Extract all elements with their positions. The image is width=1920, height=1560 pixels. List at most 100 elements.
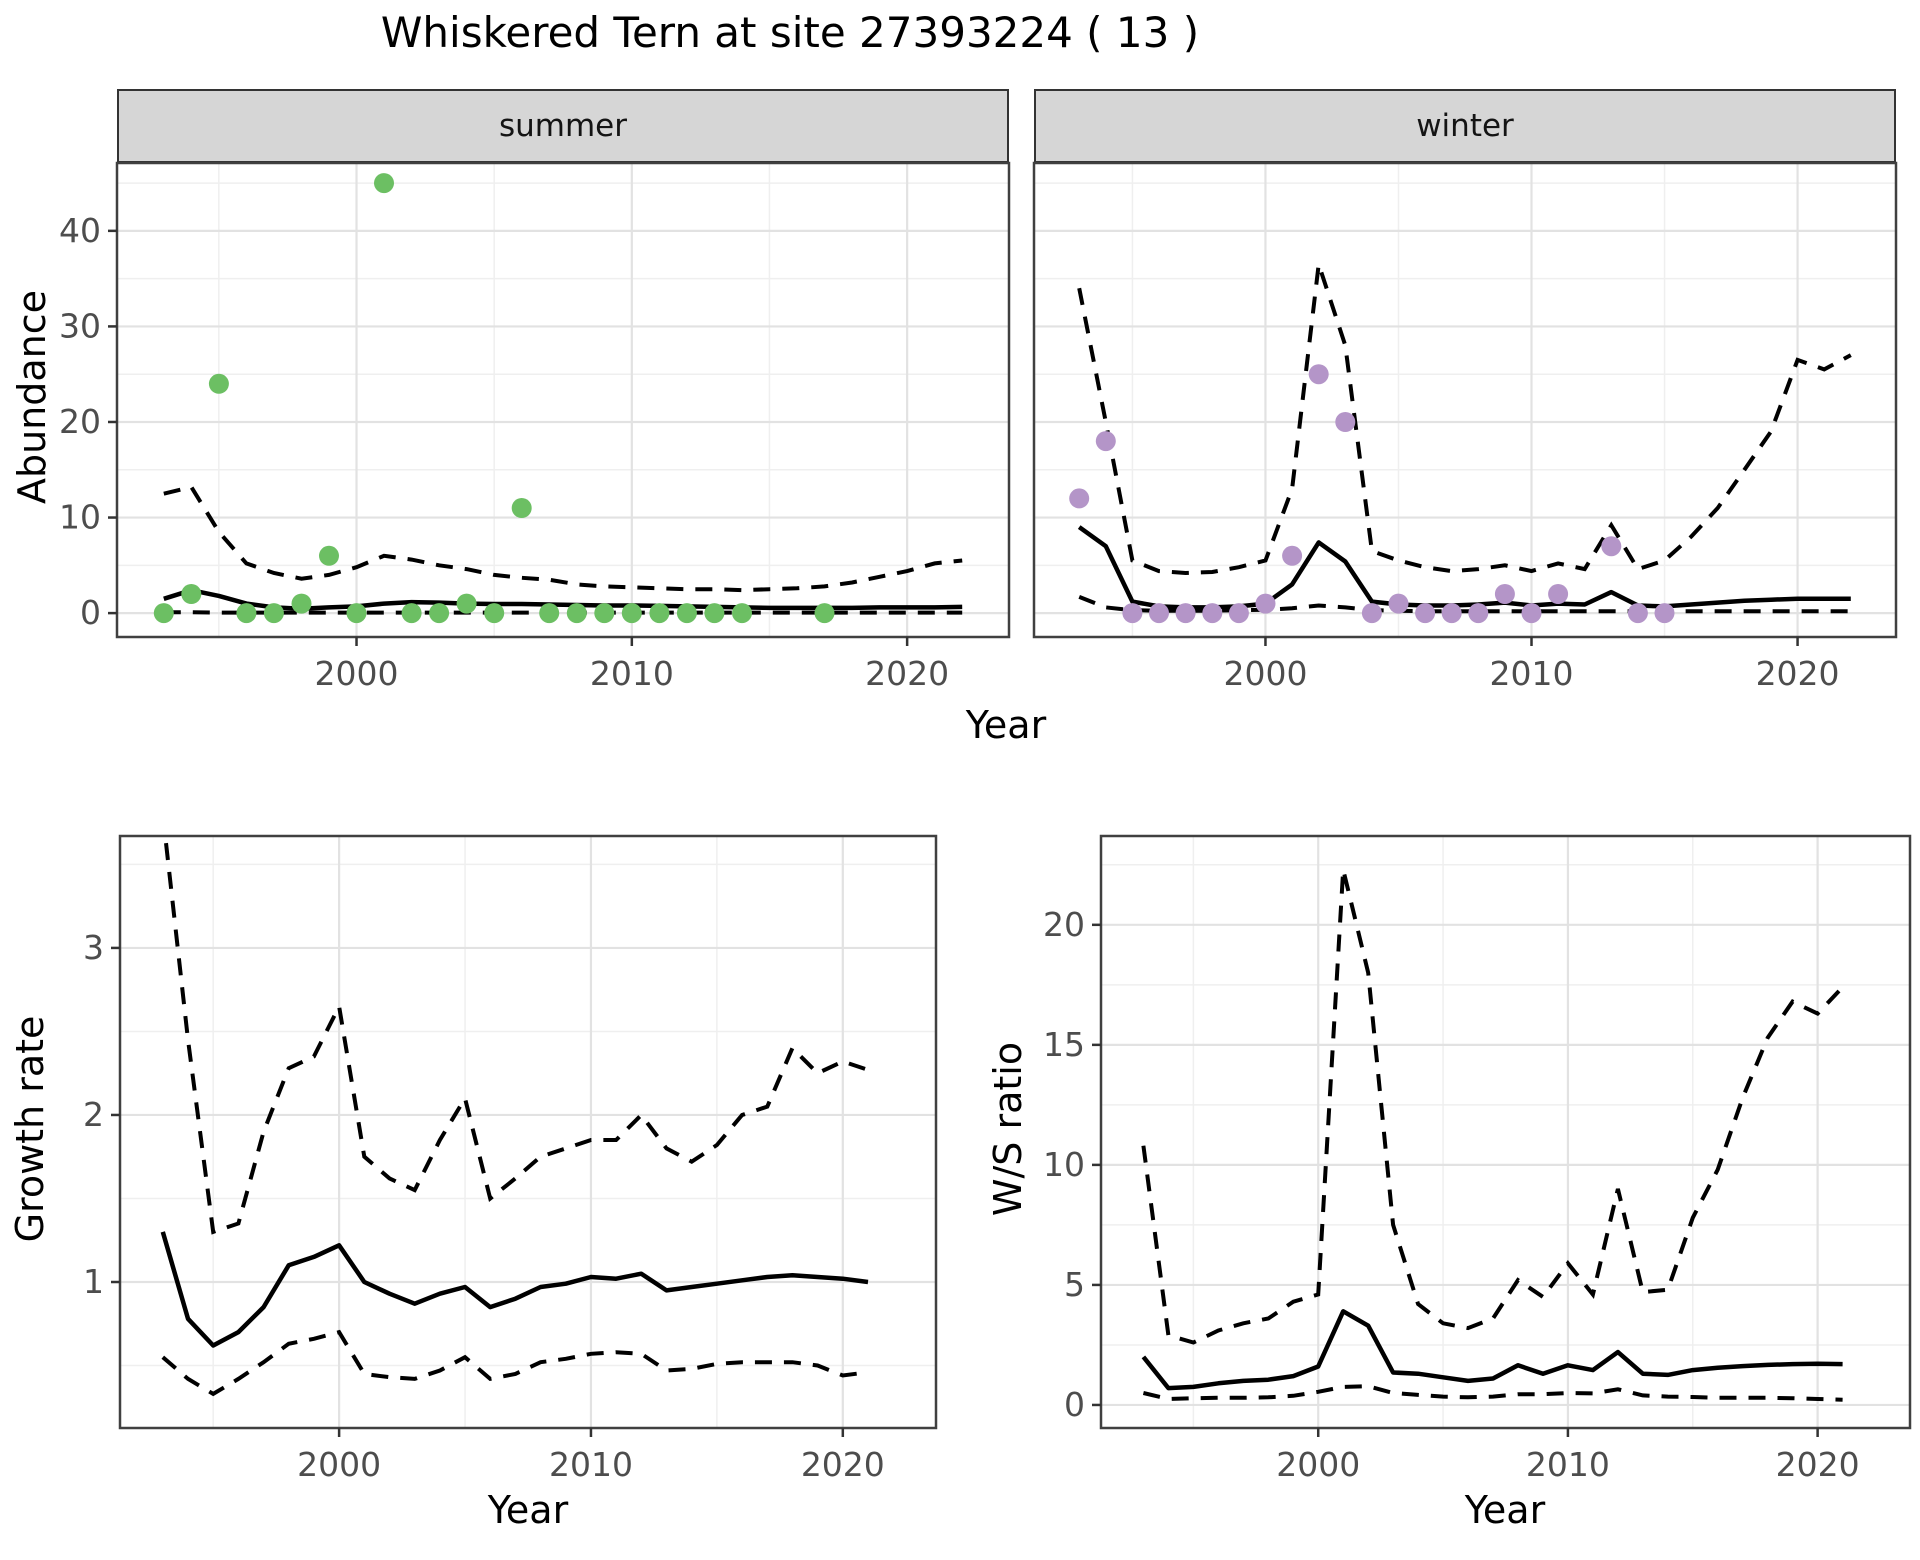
data-point bbox=[566, 603, 587, 624]
panel-ws-ratio: 2000 2010 2020 0 5 10 15 20 bbox=[1043, 834, 1912, 1484]
facet-strip-summer-label: summer bbox=[498, 108, 627, 144]
lower-ci-line bbox=[1142, 1384, 1843, 1402]
x-axis-title-top-year: Year bbox=[965, 703, 1047, 747]
series-group bbox=[160, 836, 869, 1397]
data-point bbox=[1202, 603, 1223, 624]
median-line bbox=[1141, 1309, 1843, 1391]
panel-border bbox=[1099, 834, 1912, 1430]
data-point bbox=[1175, 603, 1196, 624]
data-point bbox=[1095, 431, 1116, 452]
median-line bbox=[160, 1231, 869, 1348]
panel-border bbox=[118, 834, 938, 1430]
x-tick-label: 2010 bbox=[549, 1445, 633, 1484]
x-tick-label: 2000 bbox=[1223, 654, 1307, 693]
panel-abundance-winter: 2000 2010 2020 bbox=[1032, 161, 1898, 693]
page-title: Whiskered Tern at site 27393224 ( 13 ) bbox=[380, 8, 1200, 57]
data-point bbox=[511, 498, 532, 518]
data-point bbox=[484, 603, 505, 624]
y-tick-label: 0 bbox=[80, 593, 101, 632]
data-point bbox=[676, 603, 697, 624]
series-group bbox=[1069, 263, 1852, 624]
facet-strip-winter-label: winter bbox=[1416, 108, 1514, 144]
panel-growth-rate: 2000 2010 2020 1 2 3 bbox=[83, 834, 938, 1484]
y-tick-label: 20 bbox=[1043, 905, 1085, 944]
data-point bbox=[401, 603, 422, 624]
data-point bbox=[153, 603, 174, 624]
x-tick-label: 2010 bbox=[1490, 654, 1574, 693]
data-point bbox=[429, 603, 450, 624]
data-point bbox=[181, 584, 202, 604]
y-tick-label: 10 bbox=[59, 498, 101, 537]
x-tick-label: 2020 bbox=[1756, 654, 1840, 693]
y-tick-label: 0 bbox=[1064, 1385, 1085, 1424]
upper-ci-line bbox=[1141, 869, 1845, 1345]
data-point bbox=[1308, 364, 1329, 385]
y-tick-label: 15 bbox=[1043, 1025, 1085, 1064]
data-point bbox=[1282, 545, 1303, 566]
x-tick-label: 2000 bbox=[297, 1445, 381, 1484]
data-point bbox=[1122, 603, 1143, 624]
data-point bbox=[374, 173, 394, 194]
data-point bbox=[1255, 593, 1276, 614]
x-tick-label: 2020 bbox=[1776, 1445, 1860, 1484]
y-tick-label: 3 bbox=[83, 928, 104, 967]
series-group bbox=[1141, 869, 1845, 1402]
data-point bbox=[263, 603, 284, 624]
data-point bbox=[456, 593, 477, 614]
data-point bbox=[319, 545, 339, 566]
data-point bbox=[1494, 584, 1515, 604]
x-tick-label: 2020 bbox=[865, 654, 949, 693]
data-point bbox=[1441, 603, 1462, 624]
data-point bbox=[291, 593, 312, 614]
series-group bbox=[153, 173, 963, 624]
y-tick-label: 5 bbox=[1064, 1265, 1085, 1304]
y-tick-label: 2 bbox=[83, 1095, 104, 1134]
data-point bbox=[621, 603, 642, 624]
x-tick-label: 2010 bbox=[1526, 1445, 1610, 1484]
data-point bbox=[236, 603, 257, 624]
data-point bbox=[1415, 603, 1436, 624]
x-tick-label: 2010 bbox=[590, 654, 674, 693]
facet-strip-summer: summer bbox=[117, 89, 1009, 163]
y-tick-label: 10 bbox=[1043, 1145, 1085, 1184]
x-tick-label: 2000 bbox=[315, 654, 399, 693]
data-point bbox=[1335, 412, 1356, 432]
x-axis-title-ws-year: Year bbox=[1464, 1488, 1546, 1532]
data-point bbox=[1627, 603, 1648, 624]
data-point bbox=[1361, 603, 1382, 624]
median-line bbox=[163, 587, 963, 612]
data-point bbox=[1149, 603, 1169, 624]
y-tick-label: 40 bbox=[59, 211, 101, 250]
data-point bbox=[814, 603, 835, 624]
data-point bbox=[704, 603, 725, 624]
x-tick-label: 2000 bbox=[1276, 1445, 1360, 1484]
data-point bbox=[1388, 593, 1409, 614]
upper-ci-line bbox=[163, 484, 963, 593]
y-tick-label: 1 bbox=[83, 1262, 104, 1301]
data-point bbox=[1468, 603, 1489, 624]
y-tick-label: 30 bbox=[59, 306, 101, 345]
y-tick-label: 20 bbox=[59, 402, 101, 441]
data-point bbox=[539, 603, 560, 624]
data-point bbox=[346, 603, 367, 624]
data-point bbox=[1521, 603, 1542, 624]
data-point bbox=[208, 373, 229, 394]
data-point bbox=[1228, 603, 1249, 624]
panel-border bbox=[1032, 161, 1898, 639]
panel-border bbox=[115, 161, 1011, 639]
lower-ci-line bbox=[161, 1329, 869, 1397]
panel-abundance-summer: 2000 2010 2020 0 10 20 30 40 bbox=[59, 161, 1011, 693]
median-line bbox=[1077, 525, 1851, 610]
data-point bbox=[1548, 584, 1569, 604]
data-point bbox=[1601, 536, 1622, 557]
upper-ci-line bbox=[163, 836, 869, 1235]
data-point bbox=[594, 603, 615, 624]
upper-ci-line bbox=[1077, 263, 1852, 576]
x-axis-title-growth-year: Year bbox=[487, 1488, 569, 1532]
x-tick-label: 2020 bbox=[801, 1445, 885, 1484]
data-point bbox=[732, 603, 752, 624]
data-point bbox=[649, 603, 670, 624]
data-point bbox=[1654, 603, 1675, 624]
